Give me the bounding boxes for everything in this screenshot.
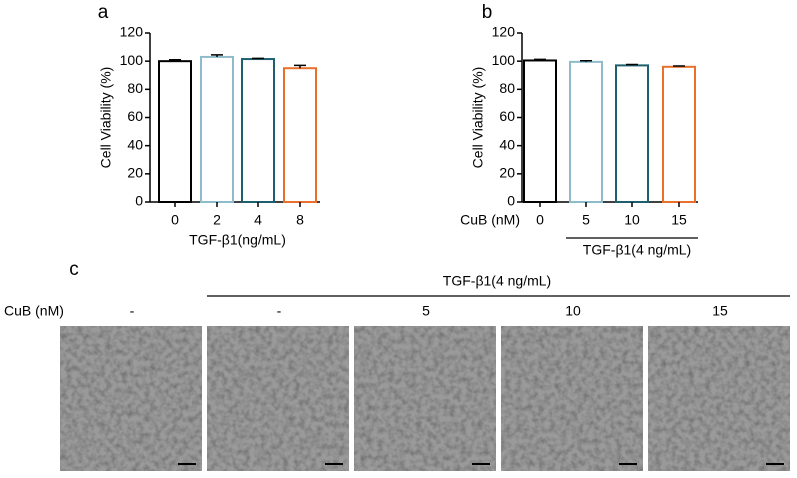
y-tick-label: 20: [127, 165, 143, 181]
y-tick-label: 120: [120, 24, 144, 40]
x-tick-label: 4: [254, 212, 262, 228]
condition-label: -: [277, 303, 282, 319]
treatment-label: TGF-β1(4 ng/mL): [443, 273, 551, 289]
panel-label: b: [482, 2, 493, 23]
y-axis-title: Cell Viability (%): [470, 67, 486, 169]
error-bar: [252, 57, 264, 60]
micrograph: [501, 326, 643, 471]
bar: [662, 65, 696, 203]
bar: [523, 59, 557, 204]
micrograph: [60, 326, 202, 471]
error-bar: [294, 64, 306, 69]
y-tick-label: 40: [499, 136, 515, 152]
x-tick-label: 10: [624, 212, 640, 228]
y-tick-label: 20: [499, 165, 515, 181]
condition-label: -: [130, 303, 135, 319]
x-tick-label: 0: [536, 212, 544, 228]
y-tick-label: 100: [492, 52, 516, 68]
panel-label: c: [69, 259, 79, 280]
error-bar: [673, 65, 685, 67]
bar: [615, 64, 649, 204]
x-tick-label: 2: [213, 212, 221, 228]
bar: [200, 55, 234, 203]
y-tick-label: 120: [492, 24, 516, 40]
error-bar: [211, 54, 223, 57]
y-tick-label: 60: [127, 108, 143, 124]
x-tick-label: 15: [671, 212, 687, 228]
y-tick-label: 80: [127, 80, 143, 96]
condition-label: 10: [565, 303, 581, 319]
bar: [241, 58, 275, 203]
x-row-label: CuB (nM): [460, 212, 520, 228]
y-tick-label: 40: [127, 136, 143, 152]
bar: [569, 60, 603, 203]
group-label: TGF-β1(4 ng/mL): [583, 242, 691, 258]
error-bar: [580, 59, 592, 62]
micrograph: [648, 326, 790, 471]
x-tick-label: 8: [296, 212, 304, 228]
bar: [283, 67, 317, 204]
y-tick-label: 100: [120, 52, 144, 68]
condition-label: 5: [422, 303, 430, 319]
y-tick-label: 80: [499, 80, 515, 96]
micrograph: [354, 326, 496, 471]
error-bar: [534, 58, 546, 61]
row-label: CuB (nM): [4, 303, 64, 319]
x-axis-title: TGF-β1(ng/mL): [189, 232, 286, 248]
error-bar: [626, 63, 638, 66]
bar: [158, 60, 192, 203]
x-tick-label: 5: [582, 212, 590, 228]
y-axis-title: Cell Viability (%): [98, 67, 114, 169]
panel-label: a: [98, 2, 109, 23]
y-tick-label: 0: [135, 193, 143, 209]
x-tick-label: 0: [171, 212, 179, 228]
y-tick-label: 0: [507, 193, 515, 209]
condition-label: 15: [712, 303, 728, 319]
y-tick-label: 60: [499, 108, 515, 124]
micrograph: [207, 326, 349, 471]
error-bar: [169, 59, 181, 62]
